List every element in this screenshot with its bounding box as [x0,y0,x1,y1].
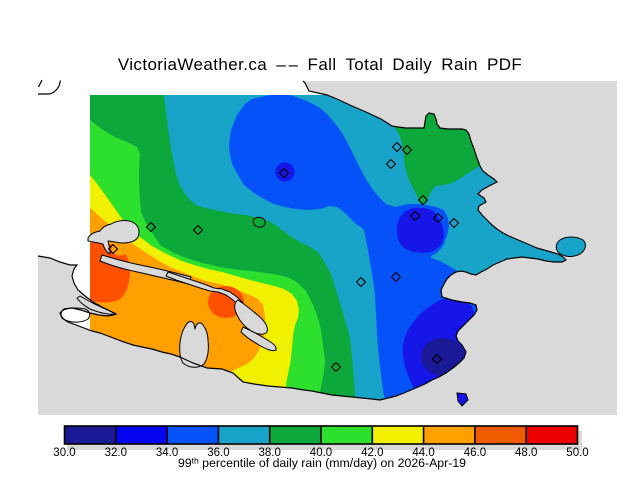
svg-text:42.0: 42.0 [361,447,383,459]
svg-text:46.0: 46.0 [464,447,486,459]
svg-text:44.0: 44.0 [412,447,434,459]
svg-text:40.0: 40.0 [310,447,332,459]
svg-text:99th percentile of daily rain: 99th percentile of daily rain (mm/day) o… [178,456,466,471]
svg-text:32.0: 32.0 [105,447,127,459]
svg-text:30.0: 30.0 [53,447,75,459]
svg-text:50.0: 50.0 [566,447,588,459]
svg-text:36.0: 36.0 [207,447,229,459]
svg-text:VictoriaWeather.ca –– Fall Tot: VictoriaWeather.ca – – Fall Total Daily R… [118,55,522,74]
svg-text:34.0: 34.0 [156,447,178,459]
svg-text:48.0: 48.0 [515,447,537,459]
svg-text:38.0: 38.0 [259,447,281,459]
